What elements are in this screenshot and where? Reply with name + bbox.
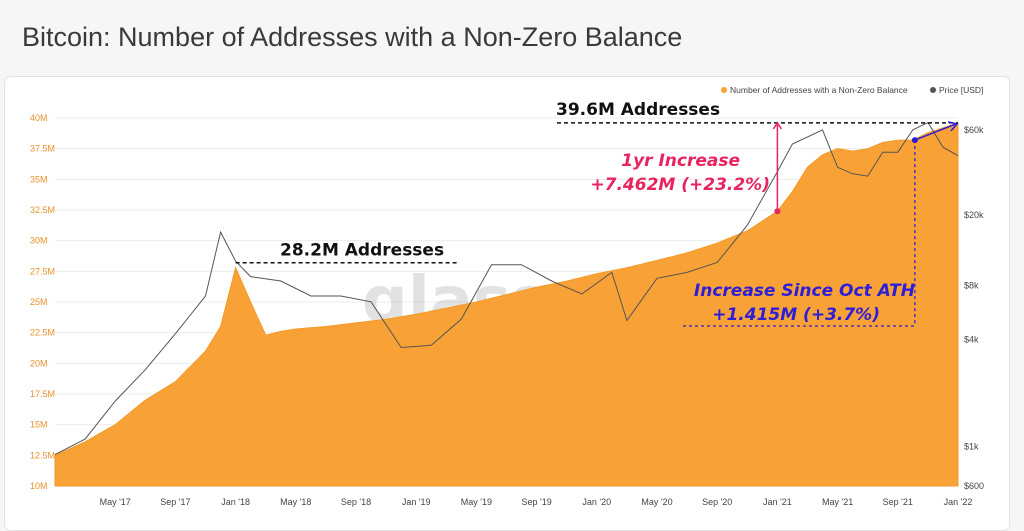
x-tick-label: Jan '19 [402, 497, 431, 507]
y-left-tick-label: 10M [30, 481, 48, 491]
price-line-series [54, 121, 959, 456]
annotation-since-oct-value: +1.415M (+3.7%) [712, 305, 880, 325]
y-left-tick-label: 12.5M [30, 450, 55, 460]
y-right-tick-label: $20k [964, 210, 984, 220]
y-left-axis: 10M 12.5M 15M 17.5M 20M 22.5M 25M 27.5M 30M 32.5M… [30, 113, 55, 491]
y-left-tick-label: 15M [30, 420, 48, 430]
one-year-dot [774, 208, 781, 215]
legend: Number of Addresses with a Non-Zero Bala… [721, 85, 983, 95]
legend-marker-addresses [721, 87, 727, 93]
page-title: Bitcoin: Number of Addresses with a Non-… [22, 22, 683, 52]
y-left-tick-label: 25M [30, 297, 48, 307]
x-tick-label: Jan '18 [221, 497, 250, 507]
x-tick-label: Sep '20 [702, 497, 732, 507]
y-right-axis: $600 $1k $4k $8k $20k $60k [964, 125, 984, 491]
addresses-area-series [54, 122, 959, 487]
y-left-tick-label: 30M [30, 236, 48, 246]
y-left-tick-label: 37.5M [30, 144, 55, 154]
y-left-tick-label: 35M [30, 174, 48, 184]
y-right-tick-label: $8k [964, 281, 979, 291]
x-tick-label: Sep '17 [160, 497, 190, 507]
x-tick-label: Sep '18 [341, 497, 371, 507]
x-tick-label: Jan '20 [582, 497, 611, 507]
x-axis: May '17 Sep '17 Jan '18 May '18 Sep '18 Jan '… [100, 497, 973, 507]
y-right-tick-label: $1k [964, 442, 979, 452]
price-line [54, 121, 959, 456]
x-tick-label: May '20 [641, 497, 672, 507]
x-tick-label: Sep '21 [883, 497, 913, 507]
y-right-tick-label: $600 [964, 481, 984, 491]
x-tick-label: May '19 [461, 497, 492, 507]
annotation-since-oct-label: Increase Since Oct ATH [694, 281, 915, 301]
y-left-tick-label: 27.5M [30, 266, 55, 276]
legend-label-addresses: Number of Addresses with a Non-Zero Bala… [730, 85, 908, 95]
legend-marker-price [930, 87, 936, 93]
annotation-39-6m: 39.6M Addresses [556, 100, 720, 120]
one-year-arrowhead [772, 121, 783, 130]
x-tick-label: Jan '22 [944, 497, 973, 507]
annotations: 28.2M Addresses 39.6M Addresses 1yr Increa… [235, 100, 959, 327]
x-tick-label: May '18 [280, 497, 311, 507]
y-left-tick-label: 40M [30, 113, 48, 123]
annotation-1yr-value: +7.462M (+23.2%) [590, 175, 770, 195]
x-tick-label: Sep '19 [521, 497, 551, 507]
x-tick-label: Jan '21 [763, 497, 792, 507]
x-tick-label: May '17 [100, 497, 131, 507]
y-left-tick-label: 22.5M [30, 328, 55, 338]
annotation-28-2m: 28.2M Addresses [280, 241, 444, 261]
y-right-tick-label: $60k [964, 125, 984, 135]
addresses-area [54, 122, 959, 487]
y-left-tick-label: 20M [30, 358, 48, 368]
since-oct-arrow [914, 123, 957, 141]
annotation-1yr-label: 1yr Increase [621, 151, 740, 171]
y-left-tick-label: 32.5M [30, 205, 55, 215]
legend-label-price: Price [USD] [939, 85, 983, 95]
x-tick-label: May '21 [822, 497, 853, 507]
since-oct-arrowhead [947, 121, 959, 132]
y-left-tick-label: 17.5M [30, 389, 55, 399]
y-right-tick-label: $4k [964, 334, 979, 344]
